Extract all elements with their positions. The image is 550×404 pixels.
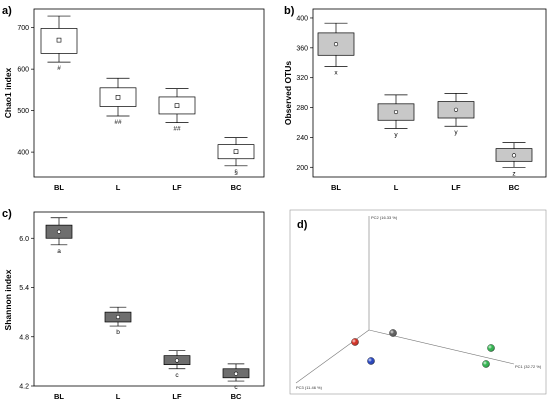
y-tick-label: 700 — [17, 25, 29, 32]
y-tick-label: 240 — [296, 135, 308, 142]
category-label-BL: BL — [54, 183, 64, 192]
significance-label: # — [57, 65, 61, 72]
panel-c-frame — [33, 211, 265, 387]
pcoa-point — [389, 329, 397, 337]
significance-label: z — [512, 170, 515, 177]
significance-label: y — [454, 129, 458, 136]
panel-c-y-axis-title: Shannon index — [3, 269, 13, 330]
point-highlight — [389, 329, 397, 337]
category-label-LF: LF — [172, 183, 182, 192]
y-tick-label: 320 — [296, 75, 308, 82]
panel-b-y-axis-title: Observed OTUs — [283, 61, 293, 126]
significance-label: ## — [114, 119, 122, 126]
category-label-LF: LF — [172, 392, 182, 401]
y-tick-label: 5.4 — [19, 285, 29, 292]
point-highlight — [482, 360, 490, 368]
point-highlight — [487, 344, 495, 352]
panel-a-boxes: #####§ — [40, 15, 255, 176]
significance-label: x — [334, 69, 338, 76]
panel-c-label: c) — [2, 208, 12, 220]
y-tick-label: 600 — [17, 67, 29, 74]
box-BL: a — [45, 217, 73, 255]
panel-a-categories: BL L LF BC — [54, 183, 242, 192]
box-LF: y — [437, 93, 475, 136]
mean-marker — [511, 153, 517, 158]
panel-b-observed-otus: b) Observed OTUs 200 240 280 320 360 400 x y y z… — [283, 5, 547, 192]
category-label-LF: LF — [451, 183, 461, 192]
box-BC: c — [222, 363, 250, 391]
category-label-L: L — [116, 183, 121, 192]
panel-c-y-ticks: 4.2 4.8 5.4 6.0 — [19, 236, 34, 391]
panel-a-y-ticks: 400 500 600 700 — [17, 25, 34, 157]
significance-label: a — [57, 248, 61, 255]
panel-d-points — [351, 329, 495, 368]
mean-marker — [115, 314, 121, 320]
panel-b-categories: BL L LF BC — [331, 183, 520, 192]
significance-label: c — [175, 372, 179, 379]
y-tick-label: 4.8 — [19, 334, 29, 341]
y-tick-label: 4.2 — [19, 384, 29, 391]
y-tick-label: 360 — [296, 45, 308, 52]
mean-marker — [393, 109, 399, 115]
panel-b-label: b) — [284, 5, 295, 17]
pc1-axis-label: PC1 (32.72 %) — [515, 364, 542, 369]
mean-marker — [174, 358, 180, 363]
category-label-BC: BC — [509, 183, 520, 192]
pcoa-point — [487, 344, 495, 352]
pc3-axis-label: PC3 (11.46 %) — [296, 385, 323, 390]
mean-marker — [233, 371, 239, 376]
pcoa-point — [367, 357, 375, 365]
significance-label: § — [234, 169, 238, 176]
panel-d-label: d) — [297, 219, 308, 231]
y-tick-label: 500 — [17, 108, 29, 115]
mean-marker — [333, 41, 339, 47]
category-label-BL: BL — [331, 183, 341, 192]
panel-d-pcoa-3d: d) PC2 (16.33 %) PC1 (32.72 %) PC3 (11.4… — [289, 209, 547, 395]
panel-c-categories: BL L LF BC — [54, 392, 242, 401]
panel-d-frame — [289, 209, 547, 395]
significance-label: b — [116, 329, 120, 336]
category-label-L: L — [116, 392, 121, 401]
panel-a-y-axis-title: Chao1 index — [3, 67, 13, 118]
category-label-BL: BL — [54, 392, 64, 401]
box-L: y — [377, 94, 415, 138]
box-BC: § — [217, 137, 255, 176]
box-L: ## — [99, 77, 137, 126]
panel-c-boxes: a b c c — [45, 217, 250, 391]
point-highlight — [367, 357, 375, 365]
y-tick-label: 6.0 — [19, 236, 29, 243]
box-LF: ## — [158, 88, 196, 133]
significance-label: c — [234, 384, 238, 391]
mean-marker — [56, 37, 62, 43]
pcoa-point — [482, 360, 490, 368]
box-LF: c — [163, 350, 191, 379]
panel-b-boxes: x y y z — [317, 22, 533, 177]
mean-marker — [233, 149, 239, 154]
pc2-axis-label: PC2 (16.33 %) — [371, 215, 398, 220]
y-tick-label: 400 — [17, 150, 29, 157]
panel-b-y-ticks: 200 240 280 320 360 400 — [296, 15, 313, 172]
point-highlight — [351, 338, 359, 346]
category-label-BC: BC — [231, 183, 242, 192]
panel-a-label: a) — [2, 5, 12, 17]
box-BL: # — [40, 15, 78, 72]
significance-label: ## — [173, 126, 181, 133]
box-L: b — [104, 306, 132, 336]
box-BL: x — [317, 22, 355, 76]
significance-label: y — [394, 131, 398, 138]
mean-marker — [174, 103, 180, 108]
mean-marker — [115, 95, 121, 100]
box-BC: z — [495, 142, 533, 177]
pcoa-point — [351, 338, 359, 346]
mean-marker — [56, 229, 62, 234]
panel-c-shannon: c) Shannon index 4.2 4.8 5.4 6.0 a b c c BL L LF… — [2, 208, 265, 401]
mean-marker — [453, 107, 459, 112]
category-label-BC: BC — [231, 392, 242, 401]
y-tick-label: 200 — [296, 165, 308, 172]
category-label-L: L — [394, 183, 399, 192]
y-tick-label: 400 — [296, 15, 308, 22]
y-tick-label: 280 — [296, 105, 308, 112]
